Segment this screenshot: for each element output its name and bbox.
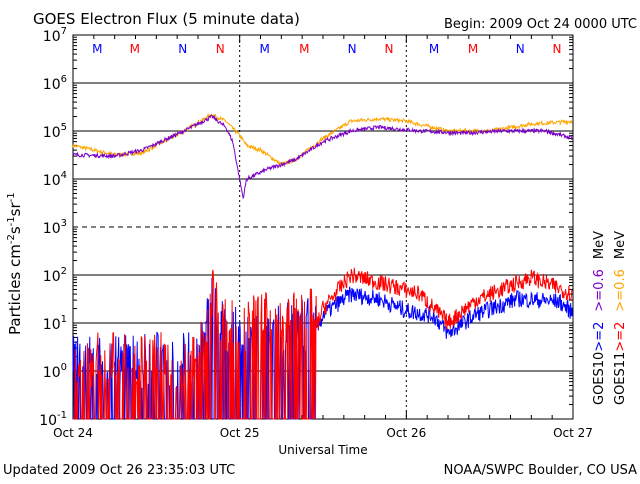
series-line-goes10-0-6-mev (72, 114, 573, 200)
credit: NOAA/SWPC Boulder, CO USA (444, 463, 637, 478)
series-line-goes11-0-6-mev (72, 112, 573, 167)
local-noon-midnight-marker: N (216, 42, 225, 56)
local-noon-midnight-marker: N (553, 42, 562, 56)
x-tick-label: Oct 24 (53, 426, 93, 440)
y-tick-label: 102 (43, 266, 67, 285)
local-noon-midnight-marker: M (468, 42, 478, 56)
chart-title: GOES Electron Flux (5 minute data) (33, 10, 300, 28)
x-tick-label: Oct 26 (386, 426, 426, 440)
begin-time: Begin: 2009 Oct 24 0000 UTC (444, 17, 637, 32)
y-axis-label: Particles cm-2s-1sr-1 (6, 192, 24, 335)
y-tick-label: 107 (43, 26, 67, 45)
x-tick-label: Oct 25 (220, 426, 260, 440)
local-noon-midnight-marker: M (429, 42, 439, 56)
y-tick-label: 10-1 (39, 410, 67, 429)
y-tick-label: 100 (43, 362, 67, 381)
legend-goes11: GOES11>=2>=0.6MeV (613, 231, 628, 405)
updated-timestamp: Updated 2009 Oct 26 23:35:03 UTC (3, 463, 235, 478)
y-tick-label: 103 (43, 218, 67, 237)
local-noon-midnight-marker: M (299, 42, 309, 56)
y-tick-label: 105 (43, 122, 67, 141)
x-tick-label: Oct 27 (553, 426, 593, 440)
y-tick-label: 106 (43, 74, 67, 93)
y-tick-label: 101 (43, 314, 67, 333)
local-noon-midnight-marker: N (516, 42, 525, 56)
legend-goes10: GOES10>=2>=0.6MeV (592, 231, 607, 405)
local-noon-midnight-marker: M (92, 42, 102, 56)
y-tick-label: 104 (43, 170, 67, 189)
local-noon-midnight-marker: N (178, 42, 187, 56)
local-noon-midnight-marker: N (384, 42, 393, 56)
x-axis-label: Universal Time (278, 443, 367, 457)
local-noon-midnight-marker: N (348, 42, 357, 56)
local-noon-midnight-marker: M (130, 42, 140, 56)
local-noon-midnight-marker: M (259, 42, 269, 56)
series-line-goes10-2-mev (72, 277, 573, 420)
series-line-goes11-2-mev (73, 267, 573, 420)
